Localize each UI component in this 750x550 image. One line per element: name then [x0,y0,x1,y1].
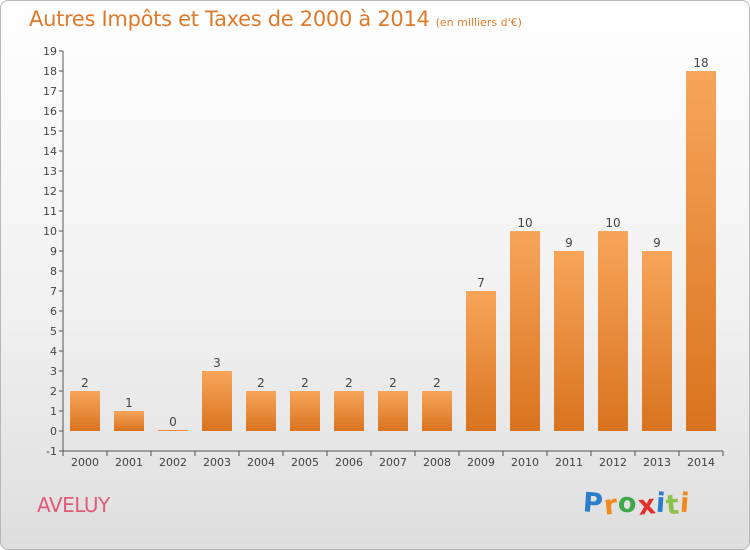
bar-2000 [70,391,100,431]
bar-2002 [158,430,188,431]
y-tick-label: 2 [50,385,57,398]
data-label-2003: 3 [213,356,221,370]
y-tick-label: 3 [50,365,57,378]
y-tick-label: 19 [43,45,57,58]
bar-2001 [114,411,144,431]
y-tick-label: 9 [50,245,57,258]
data-label-2006: 2 [345,376,353,390]
bar-2011 [554,251,584,431]
x-tick-label-2010: 2010 [511,456,539,469]
x-tick-label-2014: 2014 [687,456,715,469]
bar-2004 [246,391,276,431]
x-tick-label-2009: 2009 [467,456,495,469]
x-tick-label-2002: 2002 [159,456,187,469]
bar-2010 [510,231,540,431]
data-label-2010: 10 [517,216,532,230]
y-tick-label: 16 [43,105,57,118]
data-label-2012: 10 [605,216,620,230]
data-label-2009: 7 [477,276,485,290]
logo-letter: o [617,487,639,520]
y-tick-label: 18 [43,65,57,78]
data-label-2002: 0 [169,415,177,429]
chart-title: Autres Impôts et Taxes de 2000 à 2014 (en… [29,7,522,31]
y-tick-label: 12 [43,185,57,198]
x-tick-label-2000: 2000 [71,456,99,469]
bar-2006 [334,391,364,431]
data-label-2014: 18 [693,56,708,70]
x-tick-label-2005: 2005 [291,456,319,469]
y-tick-label: 17 [43,85,57,98]
commune-name: AVELUY [37,493,110,517]
y-tick-label: 11 [43,205,57,218]
x-tick-label-2007: 2007 [379,456,407,469]
y-tick-label: 6 [50,305,57,318]
logo-letter: i [679,487,692,520]
y-tick-label: 1 [50,405,57,418]
y-tick-label: 13 [43,165,57,178]
x-tick-label-2004: 2004 [247,456,275,469]
y-tick-label: 14 [43,145,57,158]
x-tick-label-2008: 2008 [423,456,451,469]
y-tick-label: 5 [50,325,57,338]
data-label-2007: 2 [389,376,397,390]
x-tick-label-2006: 2006 [335,456,363,469]
bar-2007 [378,391,408,431]
data-label-2008: 2 [433,376,441,390]
y-tick-label: 0 [50,425,57,438]
data-label-2004: 2 [257,376,265,390]
data-label-2011: 9 [565,236,573,250]
x-tick-label-2001: 2001 [115,456,143,469]
bar-2008 [422,391,452,431]
y-tick-label: 10 [43,225,57,238]
bar-2012 [598,231,628,431]
bar-2013 [642,251,672,431]
logo-letter: P [581,487,605,520]
y-tick-label: 15 [43,125,57,138]
x-tick-label-2011: 2011 [555,456,583,469]
x-tick-label-2003: 2003 [203,456,231,469]
y-tick-label: 4 [50,345,57,358]
x-tick-label-2012: 2012 [599,456,627,469]
data-label-2000: 2 [81,376,89,390]
y-tick-label: 7 [50,285,57,298]
bar-2009 [466,291,496,431]
y-tick-label: 8 [50,265,57,278]
bar-2005 [290,391,320,431]
title-text: Autres Impôts et Taxes de 2000 à 2014 [29,7,430,31]
unit-text: (en milliers d'€) [435,16,522,29]
data-label-2013: 9 [653,236,661,250]
data-label-2005: 2 [301,376,309,390]
y-tick-label: -1 [46,445,57,458]
data-label-2001: 1 [125,396,133,410]
bar-2003 [202,371,232,431]
x-tick-label-2013: 2013 [643,456,671,469]
bar-2014 [686,71,716,431]
proxiti-logo: Proxiti [581,487,692,522]
